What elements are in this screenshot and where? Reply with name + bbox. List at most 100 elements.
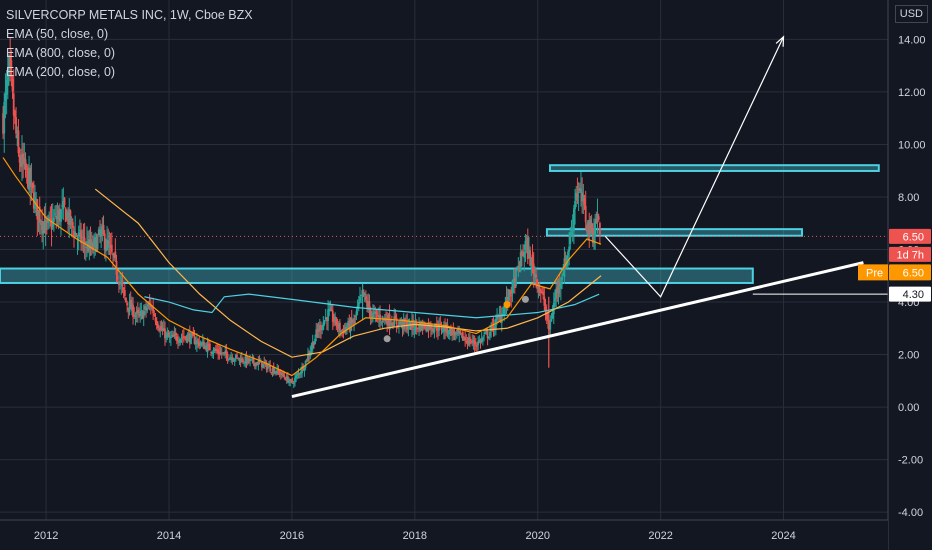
candle-body-77 bbox=[93, 238, 95, 248]
candle-body-175 bbox=[208, 343, 211, 351]
candle-body-410 bbox=[486, 330, 489, 338]
candle-body-309 bbox=[367, 303, 370, 309]
candle-body-136 bbox=[162, 327, 165, 332]
candle-body-415 bbox=[492, 325, 495, 331]
candle-body-58 bbox=[70, 218, 73, 222]
candle-body-422 bbox=[500, 313, 503, 323]
price-badges: 6.50 1d 7h Pre 6.50 4.30 bbox=[858, 228, 931, 302]
countdown-badge: 1d 7h bbox=[896, 249, 924, 261]
candle-body-16 bbox=[21, 153, 23, 168]
candle-body-396 bbox=[470, 341, 472, 343]
candle-body-92 bbox=[110, 244, 113, 252]
candle-body-220 bbox=[262, 363, 264, 369]
candle-body-21 bbox=[26, 167, 29, 188]
candle-body-165 bbox=[197, 339, 199, 342]
candle-body-99 bbox=[119, 282, 121, 284]
candle-body-262 bbox=[311, 341, 314, 349]
candle-body-191 bbox=[227, 359, 230, 361]
candle-body-359 bbox=[426, 324, 429, 332]
candle-body-254 bbox=[302, 365, 305, 371]
x-tick-label-4: 2020 bbox=[525, 530, 549, 542]
candle-body-139 bbox=[166, 334, 169, 336]
candle-body-395 bbox=[468, 336, 471, 344]
candle-body-375 bbox=[445, 323, 448, 332]
candle-body-73 bbox=[88, 239, 91, 250]
candle-body-234 bbox=[278, 371, 281, 375]
candle-body-371 bbox=[440, 324, 443, 330]
candle-body-30 bbox=[37, 210, 40, 217]
candle-body-483 bbox=[572, 208, 575, 232]
candle-body-46 bbox=[56, 215, 59, 220]
currency-label[interactable]: USD bbox=[894, 5, 928, 23]
candle-body-199 bbox=[237, 357, 240, 360]
candle-body-141 bbox=[168, 336, 171, 338]
candle-body-379 bbox=[450, 326, 452, 336]
candle-body-47 bbox=[57, 210, 60, 220]
candle-body-110 bbox=[132, 304, 134, 317]
candle-body-224 bbox=[266, 366, 269, 370]
candle-body-265 bbox=[315, 329, 318, 338]
candle-body-70 bbox=[84, 246, 87, 248]
candle-body-195 bbox=[232, 360, 235, 362]
candle-body-186 bbox=[221, 352, 224, 354]
drawings bbox=[0, 35, 888, 399]
candle-body-266 bbox=[316, 329, 319, 331]
candle-body-75 bbox=[90, 242, 93, 250]
candle-body-399 bbox=[473, 340, 476, 345]
symbol-title[interactable]: SILVERCORP METALS INC, 1W, Cboe BZX bbox=[6, 8, 253, 22]
candle-body-161 bbox=[192, 333, 195, 337]
candle-body-488 bbox=[578, 188, 581, 191]
candle-body-95 bbox=[114, 251, 117, 259]
candle-body-292 bbox=[347, 321, 350, 328]
candle-body-237 bbox=[282, 373, 285, 376]
candle-body-228 bbox=[271, 368, 274, 372]
candle-body-264 bbox=[314, 338, 316, 345]
candle-body-163 bbox=[194, 342, 197, 345]
indicator-ema-50[interactable]: EMA (50, close, 0) bbox=[6, 27, 109, 41]
candle-body-337 bbox=[400, 320, 403, 325]
candle-body-343 bbox=[407, 327, 410, 329]
candle-body-398 bbox=[472, 339, 475, 344]
candle-body-440 bbox=[522, 255, 524, 257]
candle-body-298 bbox=[354, 315, 357, 317]
candle-body-365 bbox=[433, 328, 436, 333]
candle-body-369 bbox=[438, 323, 441, 331]
candle-body-40 bbox=[49, 218, 52, 220]
candle-body-294 bbox=[349, 319, 352, 332]
candle-body-271 bbox=[322, 322, 325, 330]
candle-body-201 bbox=[239, 359, 242, 363]
candle-body-459 bbox=[544, 307, 547, 312]
indicator-ema-800[interactable]: EMA (800, close, 0) bbox=[6, 46, 116, 60]
candle-body-381 bbox=[452, 330, 455, 334]
candle-body-472 bbox=[559, 281, 562, 289]
indicator-ema-200[interactable]: EMA (200, close, 0) bbox=[6, 65, 116, 79]
candle-body-486 bbox=[576, 194, 579, 197]
candle-body-457 bbox=[542, 291, 545, 296]
candle-body-15 bbox=[19, 162, 22, 167]
candle-body-384 bbox=[455, 329, 458, 331]
level-badge: 4.30 bbox=[903, 289, 924, 301]
x-tick-label-3: 2018 bbox=[403, 530, 427, 542]
candle-body-370 bbox=[439, 323, 442, 325]
candle-body-297 bbox=[353, 317, 355, 324]
candle-body-198 bbox=[236, 355, 238, 357]
candle-body-475 bbox=[563, 258, 566, 277]
candle-body-116 bbox=[139, 311, 142, 317]
candle-body-7 bbox=[10, 59, 13, 78]
candle-body-193 bbox=[230, 357, 233, 359]
candle-body-393 bbox=[466, 341, 469, 345]
candle-body-458 bbox=[543, 296, 546, 306]
candle-body-272 bbox=[323, 320, 326, 325]
candle-body-284 bbox=[337, 323, 340, 329]
candle-body-61 bbox=[74, 231, 77, 238]
candle-body-10 bbox=[13, 111, 16, 118]
candle-body-334 bbox=[396, 324, 399, 327]
candle-body-18 bbox=[23, 157, 26, 165]
candle-body-477 bbox=[565, 255, 568, 266]
candle-body-412 bbox=[489, 331, 491, 336]
candle-body-485 bbox=[575, 192, 578, 201]
candle-body-498 bbox=[590, 222, 593, 232]
candle-body-255 bbox=[303, 368, 306, 371]
candle-body-196 bbox=[233, 359, 236, 361]
